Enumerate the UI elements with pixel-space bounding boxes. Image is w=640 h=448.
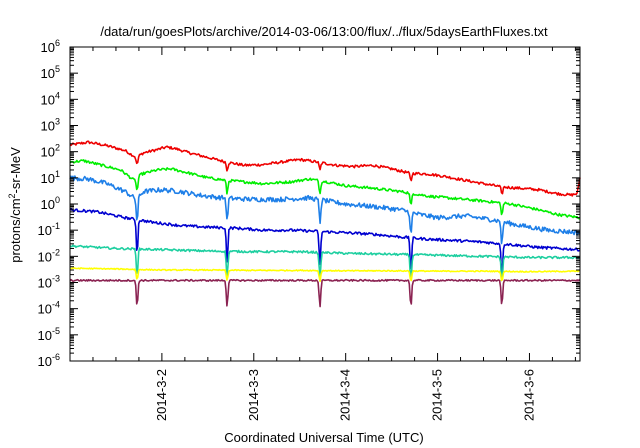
series-line-7 — [69, 278, 581, 308]
y-tick-label: 102 — [41, 143, 60, 160]
chart-title: /data/run/goesPlots/archive/2014-03-06/1… — [100, 24, 548, 39]
y-tick-label: 10-2 — [38, 247, 60, 264]
series-line-5 — [69, 244, 581, 282]
y-axis-title-base: protons/cm — [8, 198, 23, 262]
x-tick-label: 2014-3-4 — [338, 369, 353, 421]
y-tick-label: 104 — [41, 90, 60, 107]
x-tick-label: 2014-3-3 — [246, 369, 261, 421]
x-tick-label: 2014-3-2 — [154, 369, 169, 421]
axis-layer: 10-6 10-5 10-4 10-3 10-2 10-1 100 101 102 103 104 1… — [38, 38, 580, 421]
y-tick-label: 100 — [41, 195, 60, 212]
y-tick-label: 10-4 — [38, 300, 60, 317]
y-axis-title-rest: -sr-MeV — [8, 147, 23, 194]
y-tick-label: 101 — [41, 169, 60, 186]
y-tick-label: 10-5 — [38, 326, 60, 343]
x-tick-label: 2014-3-5 — [430, 369, 445, 421]
y-tick-label: 10-3 — [38, 274, 60, 291]
x-axis-title: Coordinated Universal Time (UTC) — [224, 430, 423, 445]
y-tick-label: 10-6 — [38, 352, 60, 369]
series-layer — [69, 140, 581, 308]
y-axis-title-sup: 2 — [7, 193, 17, 198]
y-tick-label: 105 — [41, 64, 60, 81]
y-tick-label: 103 — [41, 117, 60, 134]
series-line-2 — [69, 159, 581, 220]
y-tick-label: 10-1 — [38, 221, 60, 238]
series-line-4 — [69, 208, 581, 277]
series-line-3 — [69, 175, 581, 245]
x-tick-label: 2014-3-6 — [521, 369, 536, 421]
y-axis-title: protons/cm2-sr-MeV — [7, 147, 23, 263]
series-line-6 — [69, 267, 580, 283]
y-tick-label: 106 — [41, 38, 60, 55]
series-line-1 — [69, 140, 581, 197]
